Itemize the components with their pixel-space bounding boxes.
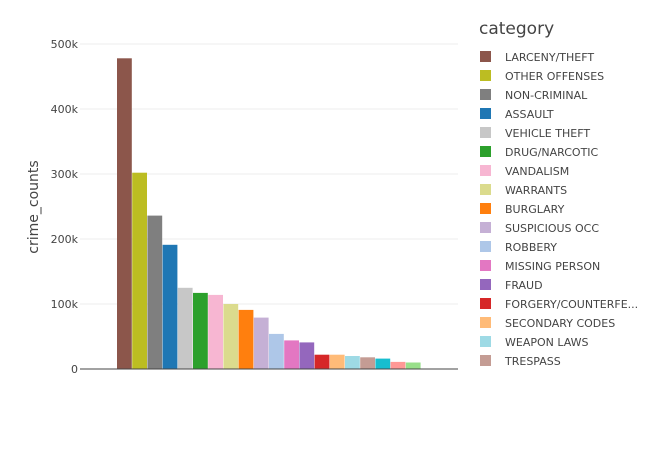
legend-swatch — [480, 336, 491, 347]
legend-swatch — [480, 108, 491, 119]
legend-items: LARCENY/THEFT OTHER OFFENSES NON-CRIMINAL A… — [480, 51, 638, 368]
legend-swatch — [480, 203, 491, 214]
legend-label: MISSING PERSON — [505, 260, 600, 273]
legend-label: VEHICLE THEFT — [505, 127, 590, 140]
legend-swatch — [480, 146, 491, 157]
legend-swatch — [480, 89, 491, 100]
legend-label: FRAUD — [505, 279, 543, 292]
bar — [375, 358, 391, 369]
legend-swatch — [480, 165, 491, 176]
bar — [238, 309, 254, 369]
bar — [405, 362, 421, 369]
legend-label: NON-CRIMINAL — [505, 89, 588, 102]
bar — [223, 304, 239, 369]
legend-swatch — [480, 279, 491, 290]
bar — [345, 356, 360, 369]
bar — [208, 294, 223, 369]
y-axis-ticks: 0 100k 200k 300k 400k 500k — [51, 38, 79, 376]
bars — [117, 58, 421, 370]
bar — [132, 172, 147, 369]
y-tick-label: 500k — [51, 38, 79, 51]
legend-label: VANDALISM — [505, 165, 569, 178]
y-tick-label: 100k — [51, 298, 79, 311]
y-tick-label: 300k — [51, 168, 79, 181]
bar — [390, 361, 406, 369]
bar — [253, 317, 269, 369]
legend-label: SECONDARY CODES — [505, 317, 615, 330]
bar — [193, 292, 208, 369]
bar — [314, 354, 330, 369]
y-tick-label: 200k — [51, 233, 79, 246]
y-axis-label: crime_counts — [26, 160, 42, 253]
bar — [269, 333, 284, 369]
legend-label: ASSAULT — [505, 108, 554, 121]
bar — [117, 58, 132, 370]
legend-label: OTHER OFFENSES — [505, 70, 604, 83]
legend-swatch — [480, 127, 491, 138]
legend-label: WEAPON LAWS — [505, 336, 589, 349]
legend-label: DRUG/NARCOTIC — [505, 146, 599, 159]
legend-swatch — [480, 355, 491, 366]
legend-label: WARRANTS — [505, 184, 567, 197]
legend-label: BURGLARY — [505, 203, 565, 216]
legend-swatch — [480, 260, 491, 271]
legend-swatch — [480, 222, 491, 233]
legend: category LARCENY/THEFT OTHER OFFENSES NON-… — [479, 19, 638, 368]
y-tick-label: 0 — [71, 363, 78, 376]
legend-swatch — [480, 51, 491, 62]
bar — [284, 340, 299, 369]
bar — [177, 287, 193, 370]
y-tick-label: 400k — [51, 103, 79, 116]
legend-title: category — [479, 19, 554, 39]
legend-label: SUSPICIOUS OCC — [505, 222, 599, 235]
legend-label: TRESPASS — [504, 355, 561, 368]
legend-swatch — [480, 317, 491, 328]
bar — [329, 354, 345, 369]
legend-label: ROBBERY — [505, 241, 557, 254]
bar — [360, 357, 375, 369]
bar — [299, 342, 315, 369]
legend-swatch — [480, 241, 491, 252]
legend-swatch — [480, 184, 491, 195]
legend-swatch — [480, 70, 491, 81]
legend-label: FORGERY/COUNTERFE... — [505, 298, 638, 311]
bar — [147, 215, 163, 369]
legend-label: LARCENY/THEFT — [505, 51, 594, 64]
legend-swatch — [480, 298, 491, 309]
bar — [162, 244, 178, 369]
